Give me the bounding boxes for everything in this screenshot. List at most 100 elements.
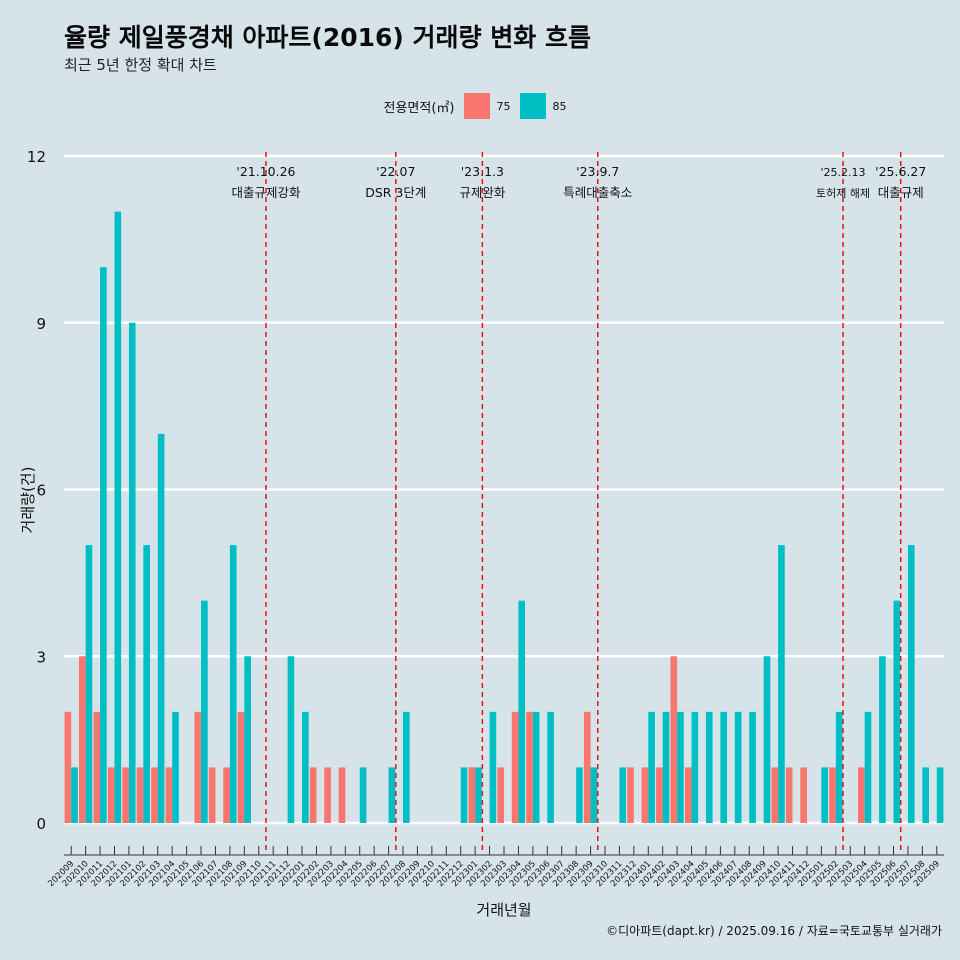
bar-75-202108 [223,767,230,823]
bar-85-202101 [128,322,136,823]
bar-85-202010 [85,545,93,823]
bar-85-202308 [576,767,583,823]
bar-75-202402 [656,767,663,823]
bar-85-202403 [677,711,684,823]
legend-key-75 [464,93,491,119]
bar-75-202106 [194,711,202,823]
bar-85-202407 [734,711,742,823]
legend-key-85 [520,93,547,119]
bar-75-202202 [309,767,317,823]
bar-75-202102 [136,767,144,823]
y-tick-label-4: 12 [27,148,46,166]
bar-85-202009 [71,767,78,823]
y-tick-label-3: 9 [36,315,46,333]
y-axis-title: 거래량(건) [19,467,37,534]
bar-85-202207 [388,767,396,823]
bar-85-202309 [590,767,598,823]
bar-75-202109 [237,711,245,823]
bar-75-202403 [670,656,678,823]
bar-85-202401 [648,711,655,823]
bar-85-202501 [821,767,829,823]
event-label-0: 대출규제강화 [231,185,301,200]
bar-75-202312 [627,767,634,823]
event-date-4: '25.2.13 [821,166,866,179]
event-date-2: '23.1.3 [461,164,504,179]
bar-85-202505 [879,656,886,823]
source-caption: ©디아파트(dapt.kr) / 2025.09.16 / 자료=국토교통부 실… [606,924,942,938]
bar-75-202304 [511,711,519,823]
legend-label-85: 85 [552,99,567,113]
bar-75-202412 [800,767,807,823]
event-label-4: 토허제 해제 [816,186,870,200]
bar-85-202504 [864,711,872,823]
legend-title: 전용면적(㎡) [383,100,455,116]
bar-85-202402 [662,711,670,823]
bar-75-202401 [641,767,649,823]
event-date-5: '25.6.27 [875,164,926,179]
y-tick-label-2: 6 [36,482,46,500]
event-date-3: '23.9.7 [576,164,619,179]
event-date-0: '21.10.26 [236,164,295,179]
bar-85-202109 [244,656,251,823]
bar-75-202204 [338,767,346,823]
bar-85-202208 [403,711,410,823]
bar-75-202411 [785,767,793,823]
bar-85-202404 [691,711,699,823]
bar-75-202410 [771,767,779,823]
bar-75-202012 [107,767,115,823]
bar-85-202102 [143,545,150,823]
bar-85-202104 [172,711,179,823]
bar-75-202009 [64,711,72,823]
bar-85-202304 [518,600,526,823]
bar-75-202301 [468,767,476,823]
bar-75-202504 [858,767,865,823]
bar-85-202311 [619,767,627,823]
bar-85-202506 [893,600,901,823]
bar-85-202306 [547,711,554,823]
bar-85-202406 [720,711,728,823]
bar-85-202507 [907,545,915,823]
bar-85-202012 [114,211,122,824]
bar-85-202301 [475,767,482,823]
bar-75-202103 [151,767,158,823]
bar-85-202502 [835,711,843,823]
bar-85-202205 [359,767,367,823]
bar-85-202212 [460,767,468,823]
bar-85-202305 [532,711,540,823]
bar-85-202509 [936,767,944,823]
chart-title: 율량 제일풍경채 아파트(2016) 거래량 변화 흐름 [64,23,591,52]
bar-75-202011 [93,711,101,823]
bar-75-202010 [79,656,86,823]
bar-85-202410 [778,545,785,823]
event-date-1: '22.07 [376,164,415,179]
event-label-2: 규제완화 [459,185,506,200]
bar-75-202107 [208,767,216,823]
legend: 전용면적(㎡) 75 85 [0,93,960,119]
bar-85-202108 [229,545,237,823]
bar-85-202106 [201,600,208,823]
x-axis-title: 거래년월 [476,901,531,919]
bar-85-202302 [489,711,497,823]
bar-75-202303 [497,767,504,823]
bar-85-202409 [763,656,771,823]
bar-85-202011 [100,267,107,824]
legend-label-75: 75 [496,99,511,113]
bar-85-202405 [705,711,713,823]
bar-75-202404 [684,767,692,823]
bar-85-202408 [749,711,756,823]
event-label-5: 대출규제 [878,185,924,200]
bar-75-202104 [165,767,173,823]
chart-subtitle: 최근 5년 한정 확대 차트 [64,56,217,74]
bar-85-202201 [302,711,309,823]
bar-75-202305 [526,711,533,823]
bar-75-202203 [324,767,331,823]
bar-85-202112 [287,656,295,823]
bar-85-202508 [922,767,929,823]
bar-75-202309 [583,711,591,823]
bar-75-202502 [829,767,836,823]
y-tick-label-1: 3 [36,648,46,666]
event-label-3: 특례대출축소 [563,185,632,200]
bar-85-202103 [157,433,165,823]
y-tick-label-0: 0 [36,815,46,833]
